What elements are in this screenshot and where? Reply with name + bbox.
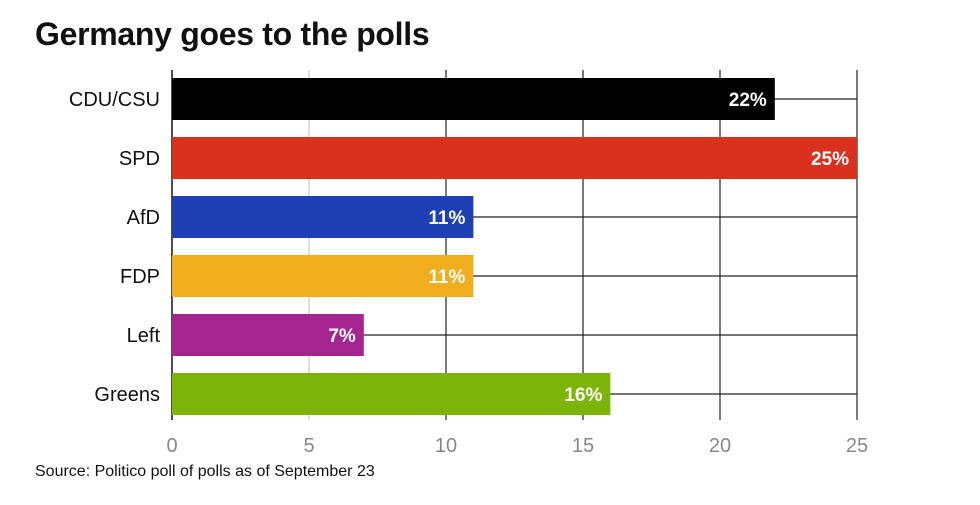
bar-chart: 22% 25% 11% 11% 7% 16% CDU/CSU SPD AfD FDP Left Gr… [69, 70, 868, 457]
bar-greens [172, 373, 611, 415]
bar-value-label: 16% [564, 385, 602, 406]
category-label: Greens [94, 384, 160, 406]
bar-spd [172, 137, 857, 179]
bars [172, 78, 857, 415]
x-tick-label: 25 [846, 435, 868, 457]
bar-afd [172, 196, 474, 238]
bar-fdp [172, 255, 474, 297]
category-label: Left [127, 325, 161, 347]
category-label: AfD [127, 207, 160, 229]
source-note: Source: Politico poll of polls as of Sep… [35, 463, 375, 480]
x-tick-label: 20 [709, 435, 731, 457]
bar-value-label: 25% [811, 149, 849, 170]
bar-cdu-csu [172, 78, 775, 120]
x-axis-tick-labels: 0 5 10 15 20 25 [166, 435, 868, 457]
category-labels: CDU/CSU SPD AfD FDP Left Greens [69, 89, 161, 406]
bar-value-label: 7% [328, 326, 356, 347]
category-label: SPD [119, 148, 160, 170]
x-tick-label: 15 [572, 435, 594, 457]
bar-value-label: 11% [428, 208, 465, 229]
bar-left [172, 314, 364, 356]
bar-value-label: 22% [729, 90, 767, 111]
grid-lines [171, 70, 858, 420]
chart-title: Germany goes to the polls [35, 16, 430, 52]
x-tick-label: 0 [166, 435, 177, 457]
category-label: FDP [120, 266, 160, 288]
x-tick-label: 10 [435, 435, 457, 457]
bar-value-labels: 22% 25% 11% 11% 7% 16% [328, 90, 849, 406]
category-label: CDU/CSU [69, 89, 160, 111]
bar-value-label: 11% [428, 267, 465, 288]
x-tick-label: 5 [303, 435, 314, 457]
